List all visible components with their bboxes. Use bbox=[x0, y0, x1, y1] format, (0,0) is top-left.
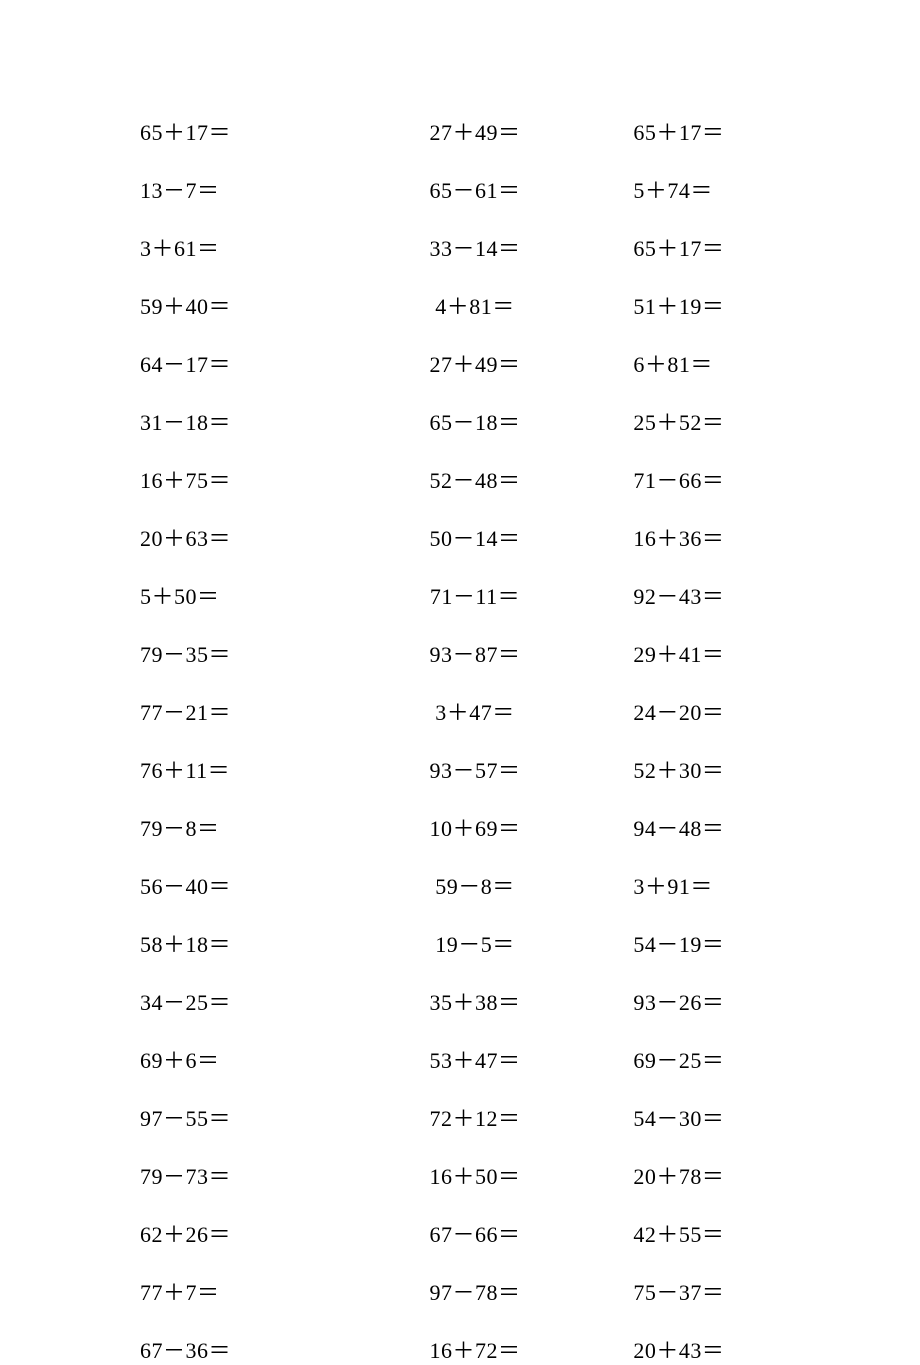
math-problem: 5＋50＝ bbox=[140, 579, 220, 611]
math-problem: 24－20＝ bbox=[593, 695, 724, 727]
math-problem: 79－35＝ bbox=[140, 637, 231, 669]
math-problem: 16＋50＝ bbox=[419, 1159, 520, 1191]
math-problem: 71－66＝ bbox=[593, 463, 724, 495]
math-problem: 50－14＝ bbox=[419, 521, 520, 553]
math-problem: 58＋18＝ bbox=[140, 927, 231, 959]
math-problem: 64－17＝ bbox=[140, 347, 231, 379]
math-problem: 25＋52＝ bbox=[593, 405, 724, 437]
math-problem: 65－18＝ bbox=[419, 405, 520, 437]
math-problem: 69－25＝ bbox=[593, 1043, 724, 1075]
math-problem: 20＋43＝ bbox=[593, 1333, 724, 1365]
math-problem: 79－73＝ bbox=[140, 1159, 231, 1191]
math-problem: 97－78＝ bbox=[419, 1275, 520, 1307]
math-problem: 3＋61＝ bbox=[140, 231, 220, 263]
math-problem: 77－21＝ bbox=[140, 695, 231, 727]
math-problem: 69＋6＝ bbox=[140, 1043, 220, 1075]
math-problem: 94－48＝ bbox=[593, 811, 724, 843]
math-problem: 27＋49＝ bbox=[419, 115, 520, 147]
math-problem: 72＋12＝ bbox=[419, 1101, 520, 1133]
math-problem: 3＋47＝ bbox=[425, 695, 515, 727]
math-problem: 5＋74＝ bbox=[593, 173, 713, 205]
math-problem: 19－5＝ bbox=[425, 927, 515, 959]
math-problem: 65＋17＝ bbox=[593, 231, 724, 263]
math-problem: 97－55＝ bbox=[140, 1101, 231, 1133]
math-problem: 79－8＝ bbox=[140, 811, 220, 843]
math-problem: 51＋19＝ bbox=[593, 289, 724, 321]
math-problem: 20＋63＝ bbox=[140, 521, 231, 553]
math-problem: 4＋81＝ bbox=[425, 289, 515, 321]
math-problem: 27＋49＝ bbox=[419, 347, 520, 379]
math-problem: 13－7＝ bbox=[140, 173, 220, 205]
math-problem: 6＋81＝ bbox=[593, 347, 713, 379]
math-problem: 31－18＝ bbox=[140, 405, 231, 437]
math-problem: 54－19＝ bbox=[593, 927, 724, 959]
math-problem: 53＋47＝ bbox=[419, 1043, 520, 1075]
math-problem: 34－25＝ bbox=[140, 985, 231, 1017]
math-problem: 92－43＝ bbox=[593, 579, 724, 611]
math-problem: 71－11＝ bbox=[420, 579, 520, 611]
math-problem: 52－48＝ bbox=[419, 463, 520, 495]
math-problem: 42＋55＝ bbox=[593, 1217, 724, 1249]
math-problem: 54－30＝ bbox=[593, 1101, 724, 1133]
math-problem: 93－57＝ bbox=[419, 753, 520, 785]
math-problem: 67－66＝ bbox=[419, 1217, 520, 1249]
math-problem: 20＋78＝ bbox=[593, 1159, 724, 1191]
math-problem: 29＋41＝ bbox=[593, 637, 724, 669]
math-problem: 93－87＝ bbox=[419, 637, 520, 669]
math-worksheet: 65＋17＝ 27＋49＝ 65＋17＝ 13－7＝ 65－61＝ 5＋74＝ 3＋61＝ 3… bbox=[140, 115, 800, 1365]
math-problem: 62＋26＝ bbox=[140, 1217, 231, 1249]
math-problem: 3＋91＝ bbox=[593, 869, 713, 901]
math-problem: 77＋7＝ bbox=[140, 1275, 220, 1307]
math-problem: 93－26＝ bbox=[593, 985, 724, 1017]
math-problem: 67－36＝ bbox=[140, 1333, 231, 1365]
math-problem: 56－40＝ bbox=[140, 869, 231, 901]
math-problem: 52＋30＝ bbox=[593, 753, 724, 785]
math-problem: 10＋69＝ bbox=[419, 811, 520, 843]
math-problem: 65－61＝ bbox=[419, 173, 520, 205]
math-problem: 59－8＝ bbox=[425, 869, 515, 901]
math-problem: 16＋72＝ bbox=[419, 1333, 520, 1365]
math-problem: 65＋17＝ bbox=[140, 115, 231, 147]
math-problem: 16＋75＝ bbox=[140, 463, 231, 495]
math-problem: 65＋17＝ bbox=[593, 115, 724, 147]
math-problem: 33－14＝ bbox=[419, 231, 520, 263]
math-problem: 76＋11＝ bbox=[140, 753, 230, 785]
math-problem: 75－37＝ bbox=[593, 1275, 724, 1307]
math-problem: 16＋36＝ bbox=[593, 521, 724, 553]
math-problem: 35＋38＝ bbox=[419, 985, 520, 1017]
math-problem: 59＋40＝ bbox=[140, 289, 231, 321]
